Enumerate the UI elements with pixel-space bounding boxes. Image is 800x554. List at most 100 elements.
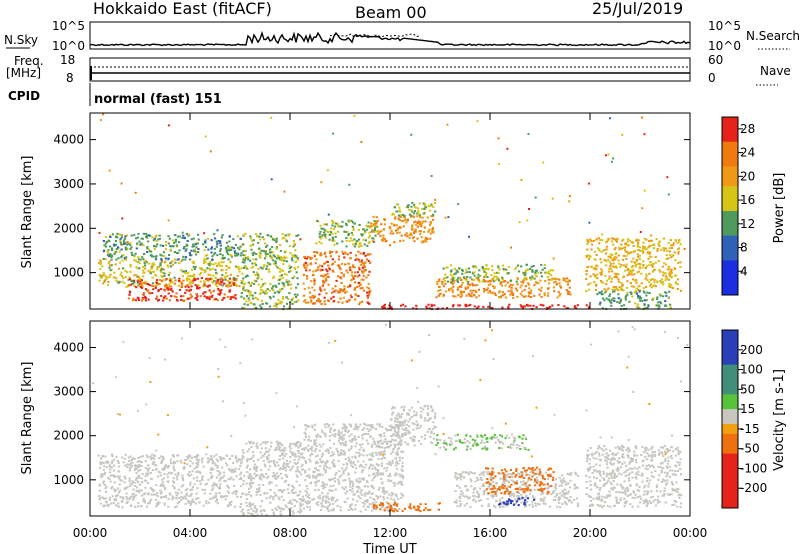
- heat-cell: [334, 285, 337, 288]
- heat-cell: [668, 271, 672, 274]
- heat-cell: [314, 447, 317, 450]
- heat-cell: [302, 294, 306, 297]
- heat-cell: [345, 224, 348, 227]
- heat-cell: [511, 294, 515, 296]
- heat-cell: [533, 277, 536, 280]
- heat-cell: [197, 470, 200, 473]
- heat-cell: [359, 510, 362, 513]
- heat-cell: [516, 264, 520, 267]
- heat-cell: [250, 503, 253, 506]
- heat-cell: [372, 230, 375, 233]
- heat-cell: [386, 462, 389, 465]
- heat-cell: [349, 506, 352, 509]
- heat-cell: [331, 232, 334, 235]
- heat-cell: [638, 258, 641, 261]
- heat-cell: [137, 474, 141, 477]
- heat-cell: [630, 251, 633, 254]
- heat-cell: [186, 240, 189, 242]
- heat-cell: [390, 441, 393, 444]
- heat-cell: [325, 292, 328, 295]
- heat-cell: [355, 286, 358, 289]
- heat-cell: [385, 440, 388, 443]
- heat-cell: [282, 463, 285, 466]
- heat-cell: [167, 219, 170, 222]
- heat-cell: [279, 249, 282, 252]
- heat-cell: [341, 220, 344, 223]
- heat-cell: [347, 234, 350, 237]
- heat-cell: [198, 471, 201, 474]
- heat-cell: [162, 296, 165, 299]
- heat-cell: [144, 282, 147, 285]
- heat-cell: [456, 278, 459, 281]
- heat-cell: [280, 274, 284, 277]
- heat-cell: [410, 209, 413, 212]
- heat-cell: [441, 283, 444, 285]
- heat-cell: [255, 508, 258, 511]
- heat-cell: [290, 507, 293, 509]
- heat-cell: [294, 268, 297, 270]
- heat-cell: [354, 281, 357, 284]
- heat-cell: [356, 486, 359, 489]
- heat-cell: [337, 290, 340, 293]
- heat-cell: [143, 271, 146, 274]
- heat-cell: [107, 504, 110, 507]
- heat-cell: [173, 251, 176, 253]
- heat-cell: [229, 296, 232, 299]
- heat-cell: [365, 454, 368, 457]
- heat-cell: [102, 480, 105, 483]
- heat-cell: [273, 459, 276, 462]
- heat-cell: [102, 250, 105, 253]
- heat-cell: [503, 293, 506, 296]
- heat-cell: [626, 243, 629, 246]
- heat-cell: [515, 266, 518, 269]
- heat-cell: [520, 284, 523, 287]
- heat-cell: [262, 455, 265, 457]
- heat-cell: [431, 218, 435, 221]
- heat-cell: [205, 482, 208, 485]
- heat-cell: [405, 423, 408, 426]
- heat-cell: [248, 505, 251, 508]
- heat-cell: [190, 281, 193, 284]
- heat-cell: [233, 295, 236, 298]
- heat-cell: [493, 433, 496, 436]
- heat-cell: [124, 235, 127, 238]
- heat-cell: [312, 270, 315, 273]
- heat-cell: [429, 508, 432, 511]
- heat-cell: [170, 295, 173, 298]
- heat-cell: [171, 263, 174, 266]
- heat-cell: [259, 286, 262, 289]
- heat-cell: [257, 274, 260, 277]
- heat-cell: [414, 230, 417, 233]
- heat-cell: [278, 458, 281, 461]
- heat-cell: [649, 278, 652, 281]
- heat-cell: [340, 449, 343, 452]
- heat-cell: [420, 241, 423, 244]
- heat-cell: [442, 295, 445, 298]
- heat-cell: [211, 487, 215, 490]
- heat-cell: [652, 247, 656, 250]
- heat-cell: [408, 506, 411, 509]
- heat-cell: [231, 454, 234, 457]
- heat-cell: [634, 265, 637, 268]
- heat-cell: [391, 459, 394, 462]
- heat-cell: [394, 493, 397, 496]
- heat-cell: [410, 214, 413, 217]
- heat-cell: [363, 493, 366, 496]
- heat-cell: [191, 275, 194, 278]
- heat-cell: [242, 287, 245, 290]
- heat-cell: [159, 485, 162, 487]
- heat-cell: [262, 283, 265, 286]
- heat-cell: [153, 457, 156, 460]
- heat-cell: [146, 473, 149, 476]
- heat-cell: [359, 301, 362, 304]
- heat-cell: [243, 307, 246, 309]
- heat-cell: [109, 253, 112, 256]
- heat-cell: [151, 456, 154, 459]
- heat-cell: [504, 284, 507, 287]
- heat-cell: [342, 437, 346, 440]
- heat-cell: [275, 246, 278, 249]
- heat-cell: [504, 280, 507, 282]
- heat-cell: [230, 246, 233, 249]
- heat-cell: [474, 265, 477, 268]
- heat-cell: [201, 475, 204, 478]
